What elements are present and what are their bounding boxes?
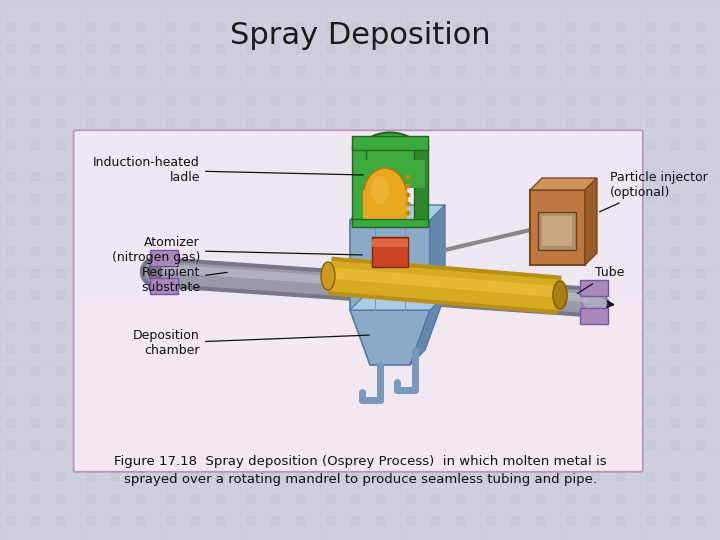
Bar: [78, 351, 639, 368]
Bar: [78, 318, 639, 334]
Polygon shape: [530, 178, 597, 190]
Polygon shape: [410, 295, 445, 365]
Text: Induction-heated
ladle: Induction-heated ladle: [94, 156, 363, 184]
Bar: [78, 234, 639, 251]
Ellipse shape: [149, 261, 161, 283]
Bar: [78, 285, 639, 301]
Bar: [150, 278, 178, 294]
Bar: [355, 160, 425, 188]
Bar: [78, 418, 639, 435]
Bar: [352, 145, 366, 225]
Bar: [78, 435, 639, 451]
Bar: [78, 301, 639, 318]
Text: Recipient
substrate: Recipient substrate: [141, 266, 228, 294]
Polygon shape: [350, 295, 445, 310]
Text: Figure 17.18  Spray deposition (Osprey Process)  in which molten metal is: Figure 17.18 Spray deposition (Osprey Pr…: [114, 456, 606, 469]
Ellipse shape: [371, 176, 389, 204]
Bar: [78, 134, 639, 151]
Ellipse shape: [553, 281, 567, 309]
Ellipse shape: [405, 211, 410, 215]
Bar: [78, 201, 639, 218]
Polygon shape: [430, 205, 445, 310]
Bar: [78, 384, 639, 401]
Bar: [372, 239, 408, 247]
Ellipse shape: [363, 168, 407, 226]
Text: Atomizer
(nitrogen gas): Atomizer (nitrogen gas): [112, 236, 362, 264]
Bar: [530, 190, 585, 265]
Ellipse shape: [405, 192, 410, 198]
Bar: [78, 268, 639, 285]
Ellipse shape: [405, 201, 410, 206]
Bar: [78, 368, 639, 384]
FancyBboxPatch shape: [73, 130, 643, 472]
Ellipse shape: [405, 174, 410, 179]
Bar: [580, 280, 608, 296]
Bar: [352, 136, 428, 150]
Bar: [78, 167, 639, 184]
Bar: [350, 220, 430, 310]
Polygon shape: [350, 205, 445, 220]
Polygon shape: [368, 267, 402, 305]
Text: Deposition
chamber: Deposition chamber: [133, 329, 369, 357]
Text: Particle injector
(optional): Particle injector (optional): [600, 171, 708, 212]
Polygon shape: [350, 310, 430, 365]
Bar: [542, 216, 572, 246]
Bar: [78, 451, 639, 468]
Ellipse shape: [321, 262, 335, 290]
Bar: [78, 334, 639, 351]
Bar: [78, 184, 639, 201]
Text: Spray Deposition: Spray Deposition: [230, 21, 490, 50]
Bar: [352, 219, 428, 227]
Ellipse shape: [405, 184, 410, 188]
Bar: [363, 190, 407, 220]
Text: sprayed over a rotating mandrel to produce seamless tubing and pipe.: sprayed over a rotating mandrel to produ…: [124, 474, 596, 487]
Bar: [150, 250, 178, 266]
Bar: [372, 237, 408, 267]
Bar: [78, 151, 639, 167]
Bar: [78, 401, 639, 418]
Text: Tube: Tube: [577, 267, 624, 294]
Polygon shape: [585, 178, 597, 265]
Bar: [580, 308, 608, 324]
Bar: [538, 212, 576, 250]
Bar: [78, 251, 639, 268]
Ellipse shape: [355, 132, 425, 187]
Bar: [78, 218, 639, 234]
Bar: [414, 145, 428, 225]
